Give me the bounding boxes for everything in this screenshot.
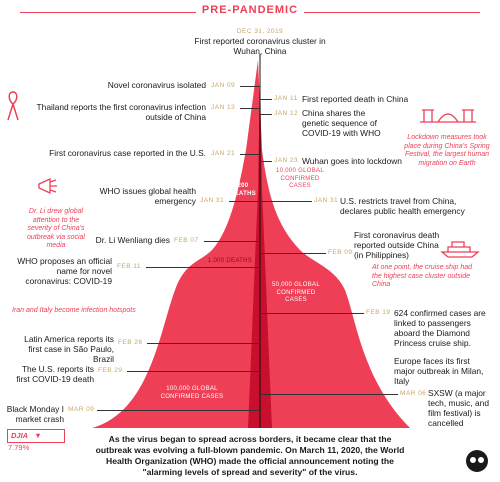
djia-value: ▼ 7.79% — [8, 431, 42, 452]
milestone-cases-50k: 50,000 GLOBAL CONFIRMED CASES — [272, 282, 320, 303]
right-connector — [260, 161, 272, 162]
right-event-text: First coronavirus death reported outside… — [354, 230, 440, 260]
right-event-date: MAR 06 — [400, 390, 427, 397]
cruise-ship-icon — [440, 241, 480, 258]
right-event-date: JAN 11 — [274, 95, 298, 102]
cases-mountain — [92, 60, 410, 428]
summary-text: As the virus began to spread across bord… — [95, 434, 405, 477]
milestone-deaths-200: 200 DEATHS — [229, 183, 257, 197]
left-event-text: WHO proposes an official name for novel … — [17, 256, 112, 286]
header-line-right — [300, 12, 480, 13]
left-event-date: FEB 11 — [117, 263, 141, 270]
right-event-date: JAN 12 — [274, 110, 299, 117]
left-event-date: FEB 29 — [98, 367, 123, 374]
page-title: PRE-PANDEMIC — [0, 4, 500, 16]
right-event-text: China shares the genetic sequence of COV… — [302, 108, 381, 138]
right-event-text: U.S. restricts travel from China, declar… — [340, 196, 465, 216]
left-event-text: The U.S. reports its first COVID-19 deat… — [16, 364, 94, 384]
milestone-cases-100k: 100,000 GLOBAL CONFIRMED CASES — [160, 386, 224, 400]
left-event-text: Latin America reports its first case in … — [24, 334, 114, 364]
djia-label: DJIA — [11, 431, 29, 440]
djia-badge: DJIA ▼ 7.79% — [7, 429, 65, 452]
left-event-date: MAR 09 — [68, 406, 95, 413]
left-event-date: JAN 13 — [211, 104, 236, 111]
left-connector — [240, 86, 260, 87]
left-event-text: Novel coronavirus isolated — [107, 80, 206, 90]
right-connector — [260, 253, 326, 254]
top-event-date: DEC 31, 2019 — [236, 28, 284, 35]
left-event-text: WHO issues global health emergency — [99, 186, 196, 206]
right-connector — [260, 99, 272, 100]
dr-li-note: Dr. Li drew global attention to the seve… — [27, 208, 85, 249]
right-connector — [260, 394, 398, 395]
right-event-date: JAN 31 — [314, 197, 339, 204]
logo-icon — [466, 450, 488, 472]
left-connector — [204, 241, 260, 242]
right-event-text: Wuhan goes into lockdown — [302, 156, 402, 166]
right-event-text: 624 confirmed cases are linked to passen… — [394, 308, 486, 348]
left-event-date: JAN 09 — [211, 82, 236, 89]
top-event-text: First reported coronavirus cluster in Wu… — [194, 36, 326, 56]
right-connector — [260, 313, 364, 314]
right-event-date: FEB 09 — [328, 249, 353, 256]
right-event-text: SXSW (a major tech, music, and film fest… — [428, 388, 489, 428]
iran-italy-note: Iran and Italy become infection hotspots — [12, 307, 136, 314]
left-connector — [229, 201, 260, 202]
left-event-text: Black Monday I market crash — [6, 404, 64, 424]
left-event-date: FEB 07 — [174, 237, 199, 244]
bridge-icon — [420, 109, 476, 123]
right-event-date: JAN 23 — [274, 157, 299, 164]
header-line-left — [20, 12, 200, 13]
left-event-text: Dr. Li Wenliang dies — [95, 235, 170, 245]
right-connector — [260, 201, 312, 202]
megaphone-icon — [38, 177, 57, 195]
left-event-date: JAN 31 — [200, 197, 225, 204]
left-event-date: JAN 21 — [211, 150, 236, 157]
left-connector — [240, 108, 260, 109]
right-connector — [260, 114, 272, 115]
left-connector — [146, 267, 260, 268]
right-event-text: Europe faces its first major outbreak in… — [394, 356, 484, 386]
left-connector — [147, 343, 260, 344]
milestone-cases-10k: 10,000 GLOBAL CONFIRMED CASES — [276, 168, 324, 189]
lockdown-note: Lockdown measures took place during Chin… — [404, 134, 490, 167]
left-event-text: First coronavirus case reported in the U… — [49, 148, 206, 158]
left-connector — [97, 410, 260, 411]
cruise-note: At one point, the cruise ship had the hi… — [372, 264, 473, 288]
left-connector — [240, 154, 260, 155]
header: PRE-PANDEMIC — [0, 0, 500, 28]
right-event-text: First reported death in China — [302, 94, 409, 104]
right-event-date: FEB 19 — [366, 309, 391, 316]
left-connector — [127, 371, 260, 372]
left-event-date: FEB 26 — [118, 339, 143, 346]
milestone-deaths-1000: 1,000 DEATHS — [207, 258, 253, 264]
left-event-text: Thailand reports the first coronavirus i… — [36, 102, 206, 122]
ribbon-icon — [7, 91, 19, 121]
